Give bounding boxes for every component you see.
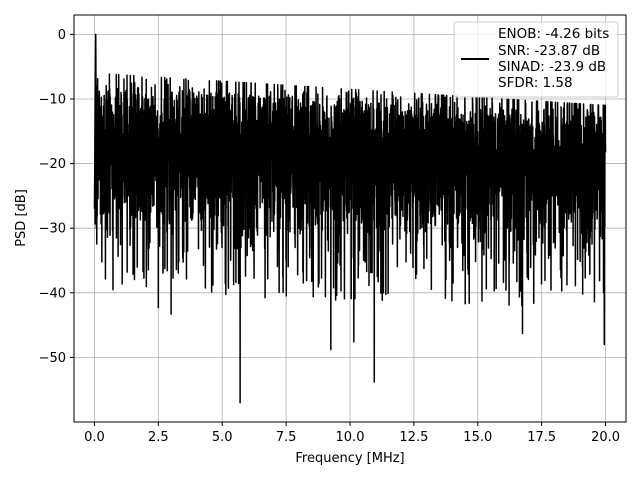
x-tick-label-4: 10.0: [336, 430, 365, 445]
x-axis-ticks: 0.0 2.5 5.0 7.5 10.0 12.5 15.0 17.5 20.0: [84, 422, 620, 445]
y-tick-label-5: −50: [39, 351, 66, 366]
y-tick-label-3: −30: [39, 222, 66, 237]
x-tick-label-7: 17.5: [527, 430, 556, 445]
x-axis-label: Frequency [MHz]: [295, 451, 404, 466]
psd-series: [93, 33, 607, 404]
y-axis-label: PSD [dB]: [14, 189, 29, 247]
y-tick-label-2: −20: [39, 157, 66, 172]
x-tick-label-3: 7.5: [276, 430, 297, 445]
legend-entry-snr: SNR: -23.87 dB: [498, 43, 600, 59]
x-tick-label-5: 12.5: [399, 430, 428, 445]
y-tick-label-4: −40: [39, 286, 66, 301]
psd-line: [93, 33, 607, 404]
x-tick-label-8: 20.0: [591, 430, 620, 445]
y-tick-label-1: −10: [39, 92, 66, 107]
legend-entry-sfdr: SFDR: 1.58: [498, 75, 573, 91]
y-tick-label-0: 0: [58, 28, 66, 43]
legend-box: [453, 21, 619, 98]
x-tick-label-2: 5.0: [212, 430, 233, 445]
legend: ENOB: -4.26 bits SNR: -23.87 dB SINAD: -…: [453, 21, 619, 98]
x-tick-label-6: 15.0: [463, 430, 492, 445]
x-tick-label-1: 2.5: [148, 430, 169, 445]
x-tick-label-0: 0.0: [84, 430, 105, 445]
y-axis-ticks: 0 −10 −20 −30 −40 −50: [39, 28, 74, 366]
legend-entry-sinad: SINAD: -23.9 dB: [498, 59, 606, 75]
legend-entry-enob: ENOB: -4.26 bits: [498, 26, 609, 42]
